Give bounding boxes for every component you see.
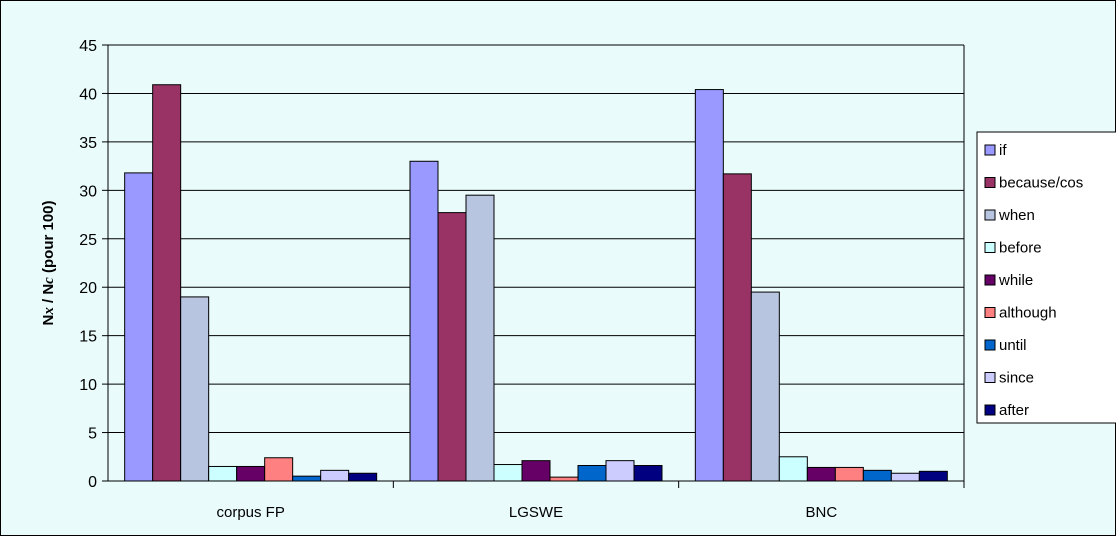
x-tick-labels: corpus FP LGSWE BNC — [216, 504, 837, 521]
y-tick-label: 10 — [79, 377, 97, 394]
gridlines — [108, 44, 965, 482]
bar-when — [180, 296, 210, 482]
bar-after — [633, 464, 663, 482]
y-tick-label: 15 — [79, 329, 97, 346]
bar-because-cos — [437, 212, 467, 482]
y-tick-label: 45 — [79, 38, 97, 55]
legend-label: if — [999, 142, 1007, 159]
legend-label: until — [999, 337, 1027, 354]
legend-swatch — [984, 209, 996, 221]
x-category-label: LGSWE — [509, 504, 563, 521]
bar-because-cos — [722, 173, 752, 482]
y-tick-label: 0 — [88, 474, 97, 491]
legend-swatch — [984, 144, 996, 156]
bar-while — [806, 466, 836, 482]
bar-before — [493, 464, 523, 482]
bar-until — [577, 464, 607, 482]
bar-when — [750, 291, 780, 482]
legend-label: when — [998, 207, 1035, 224]
legend-swatch — [984, 274, 996, 286]
legend-swatch — [984, 307, 996, 318]
bar-if — [409, 160, 439, 482]
legend-label: because/cos — [999, 175, 1083, 192]
legend-label: after — [999, 402, 1029, 419]
legend-label: before — [999, 240, 1042, 257]
bar-while — [521, 460, 551, 482]
y-tick-label: 30 — [79, 183, 97, 200]
bar-because-cos — [152, 84, 182, 482]
y-tick-labels: 0 5 10 15 20 25 30 35 40 45 — [79, 38, 97, 491]
bar-if — [694, 89, 724, 482]
x-category-label: BNC — [805, 504, 837, 521]
y-tick-label: 5 — [88, 426, 97, 443]
legend-swatch — [984, 177, 996, 188]
legend-swatch — [984, 242, 996, 253]
bar-since — [605, 460, 635, 482]
axes — [102, 44, 965, 488]
bar-if — [124, 172, 154, 482]
x-category-label: corpus FP — [216, 504, 284, 521]
bar-although — [834, 466, 864, 482]
bar-since — [890, 472, 920, 482]
legend-swatch — [984, 404, 996, 416]
legend-swatch — [984, 339, 996, 351]
y-tick-label: 35 — [79, 135, 97, 152]
legend-label: although — [999, 305, 1057, 322]
bar-before — [778, 456, 808, 482]
legend-label: since — [999, 370, 1034, 387]
bar-after — [918, 470, 948, 482]
legend-swatch — [984, 372, 996, 383]
y-axis-label: Nx / Nc (pour 100) — [40, 200, 57, 325]
bar-while — [236, 465, 266, 482]
y-tick-label: 40 — [79, 86, 97, 103]
bars — [124, 84, 948, 482]
bar-before — [208, 465, 238, 482]
y-tick-label: 25 — [79, 232, 97, 249]
bar-until — [292, 475, 322, 482]
bar-although — [264, 457, 294, 482]
bar-although — [549, 476, 579, 482]
bar-until — [862, 469, 892, 482]
bar-after — [348, 472, 378, 482]
legend: if because/cos when before while although unti… — [976, 131, 1116, 424]
bar-when — [465, 194, 495, 482]
y-tick-label: 20 — [79, 280, 97, 297]
bar-since — [320, 469, 350, 482]
legend-label: while — [998, 272, 1033, 289]
